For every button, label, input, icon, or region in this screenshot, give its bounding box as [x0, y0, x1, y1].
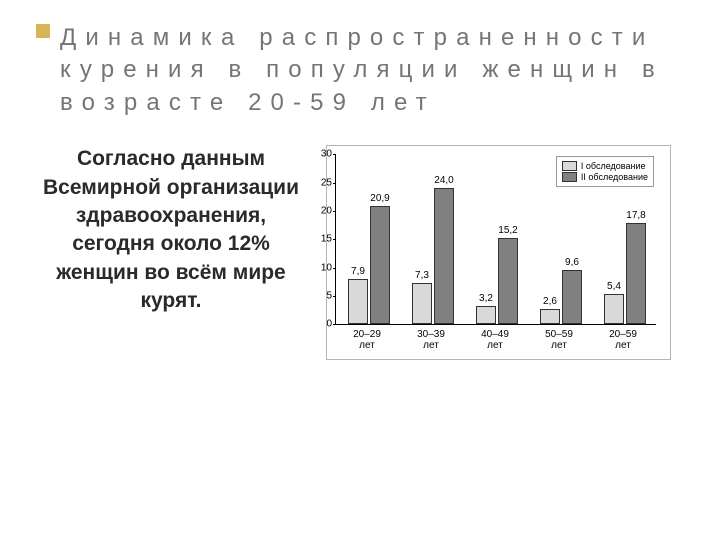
chart-container: I обследование II обследование 051015202… — [326, 145, 671, 360]
legend-swatch-1 — [562, 161, 577, 171]
legend-label-1: I обследование — [581, 161, 646, 171]
description-paragraph: Согласно данным Всемирной организации зд… — [36, 145, 306, 315]
slide-title: Динамика распространенности курения в по… — [60, 22, 684, 119]
slide: Динамика распространенности курения в по… — [0, 0, 720, 540]
legend-label-2: II обследование — [581, 172, 648, 182]
chart-x-labels: 20–29лет30–39лет40–49лет50–59лет20–59лет — [335, 329, 655, 351]
title-bullet — [36, 24, 50, 38]
legend-swatch-2 — [562, 172, 577, 182]
body: Согласно данным Всемирной организации зд… — [36, 145, 684, 360]
chart-legend: I обследование II обследование — [556, 156, 654, 187]
chart-plot-area: I обследование II обследование 051015202… — [335, 154, 656, 325]
